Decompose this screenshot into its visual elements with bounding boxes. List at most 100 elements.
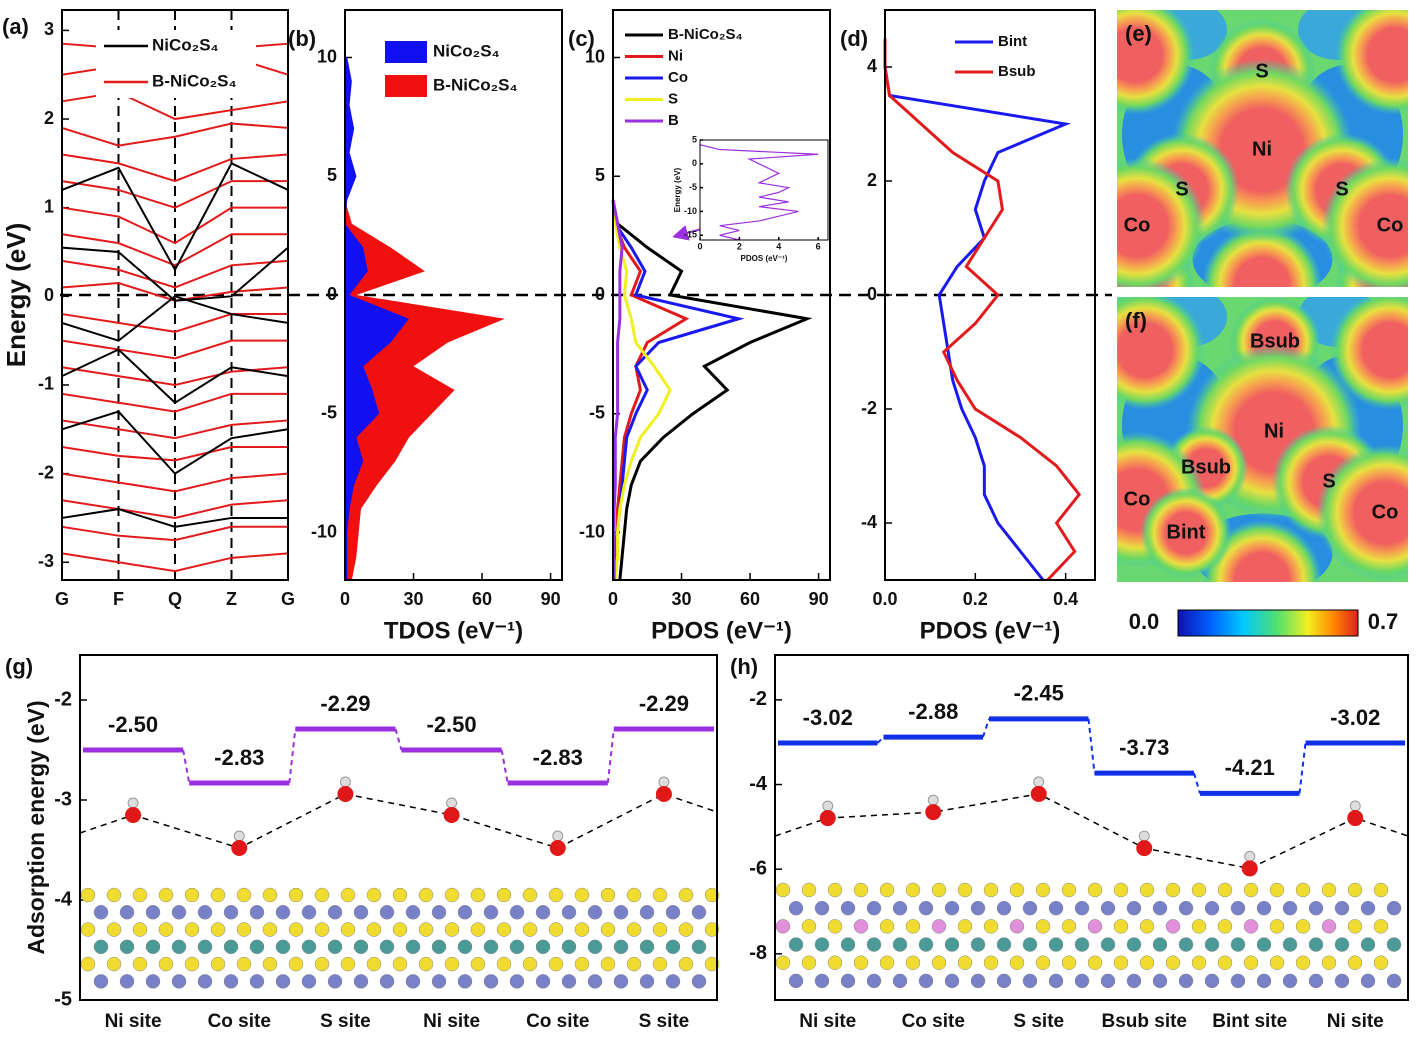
x-axis-label: PDOS (eV⁻¹): [741, 254, 788, 263]
colorbar-label: 0.0: [1129, 609, 1160, 634]
slab-atom: [587, 974, 603, 989]
slab-atom: [600, 887, 616, 903]
slab-atom: [431, 974, 447, 989]
level-connector: [288, 728, 297, 784]
slab-atom: [931, 955, 947, 970]
slab-atom: [639, 905, 655, 920]
map-label: Bsub: [1181, 456, 1231, 478]
map-label: Co: [1124, 214, 1151, 236]
x-tick-label: Ni site: [105, 1011, 162, 1032]
dos-area: [345, 57, 505, 580]
band: [61, 246, 289, 302]
slab-atom: [262, 922, 278, 937]
slab-atom: [996, 900, 1012, 916]
slab-atom: [392, 922, 408, 937]
slab-atom: [535, 974, 551, 989]
map-atom: [1202, 520, 1322, 582]
slab-atom: [1269, 919, 1285, 934]
slab-atom: [132, 887, 148, 903]
slab-atom: [1321, 919, 1337, 934]
slab-atom: [470, 956, 486, 972]
slab-atom: [1217, 919, 1233, 934]
slab-atom: [691, 939, 707, 955]
map-atom: [1330, 297, 1408, 410]
slab-atom: [1074, 973, 1090, 989]
slab-atom: [613, 905, 629, 920]
slab-atom: [483, 905, 499, 920]
band: [61, 313, 288, 333]
slab-atom: [288, 922, 304, 937]
slab-atom: [171, 974, 187, 989]
map-label: S: [1255, 60, 1268, 82]
x-tick-label: 6: [816, 241, 821, 251]
y-tick-label: -8: [749, 942, 767, 964]
dos-area: [345, 57, 409, 580]
plot-frame: [612, 9, 831, 581]
slab-atom: [119, 974, 135, 989]
x-axis-label: PDOS (eV⁻¹): [651, 617, 792, 644]
slab-atom: [80, 887, 96, 903]
y-axis-label: Energy (eV): [1, 223, 31, 368]
slab-atom: [1269, 882, 1285, 898]
slab-atom: [970, 937, 986, 952]
band: [61, 410, 289, 475]
y-tick-label: 0: [327, 284, 337, 304]
x-tick-label: Co site: [902, 1011, 965, 1032]
value-label: -2.50: [427, 712, 477, 737]
o-atom: [1347, 810, 1364, 827]
dos-line: [611, 199, 624, 580]
slab-atom: [184, 956, 200, 972]
slab-atom: [652, 956, 668, 972]
slab-atom: [1295, 882, 1311, 898]
adsorption-path: [774, 793, 1409, 870]
level-connector: [1298, 742, 1307, 794]
slab-atom: [905, 882, 921, 898]
slab-atom: [353, 905, 369, 920]
slab-atom: [853, 919, 869, 934]
x-tick-label: S site: [1013, 1011, 1064, 1032]
slab-atom: [1113, 955, 1129, 970]
level-connector: [982, 718, 990, 738]
dos-line: [611, 199, 690, 580]
map-label: Co: [1124, 488, 1151, 510]
map-atom: [1335, 10, 1408, 115]
h-atom: [552, 830, 564, 842]
slab-atom: [1204, 973, 1220, 989]
slab-atom: [931, 919, 947, 934]
slab-atom: [626, 922, 642, 937]
slab-atom: [1308, 900, 1324, 916]
slab-atom: [814, 973, 830, 989]
o-atom: [337, 786, 354, 802]
slab-atom: [496, 922, 512, 937]
slab-atom: [665, 974, 681, 989]
slab-atom: [379, 939, 395, 955]
h-atom: [233, 830, 245, 842]
slab-atom: [1204, 937, 1220, 952]
slab-atom: [1100, 973, 1116, 989]
o-atom: [1030, 785, 1047, 802]
slab-atom: [704, 887, 720, 903]
slab-atom: [379, 974, 395, 989]
slab-atom: [1113, 882, 1129, 898]
slab-atom: [1386, 937, 1402, 952]
level-connector: [394, 728, 403, 751]
slab-atom: [418, 922, 434, 937]
h-atom: [658, 776, 670, 788]
slab-atom: [1165, 955, 1181, 970]
slab-atom: [1347, 919, 1363, 934]
slab-atom: [210, 887, 226, 903]
value-label: -2.45: [1014, 681, 1064, 706]
legend-label: NiCo₂S₄: [152, 35, 219, 54]
slab-atom: [1191, 955, 1207, 970]
legend-label: S: [668, 90, 678, 107]
slab-atom: [1165, 919, 1181, 934]
plot-frame: [884, 9, 1096, 581]
slab-atom: [1152, 973, 1168, 989]
slab-atom: [1243, 955, 1259, 970]
legend-label: Ni: [668, 47, 683, 64]
o-atom: [231, 840, 248, 856]
slab-atom: [1178, 900, 1194, 916]
h-atom: [339, 776, 351, 788]
slab-atom: [301, 939, 317, 955]
slab-atom: [788, 900, 804, 916]
